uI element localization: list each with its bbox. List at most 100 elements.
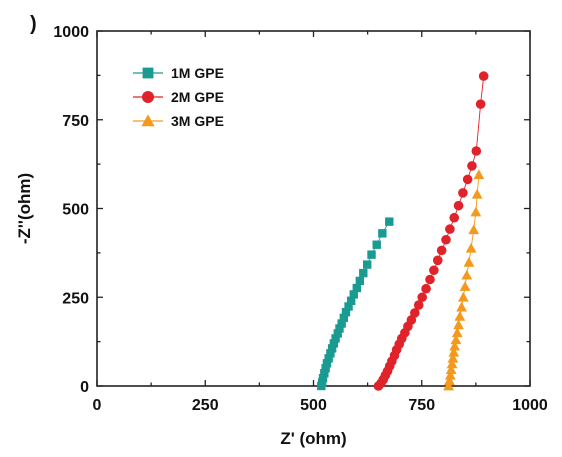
data-point: [459, 281, 471, 291]
data-point: [471, 146, 482, 156]
y-axis-label: -Z''(ohm): [15, 173, 34, 244]
data-point: [456, 301, 467, 312]
data-point: [436, 245, 447, 256]
legend: 1M GPE 2M GPE 3M GPE: [133, 65, 224, 129]
data-point: [465, 242, 477, 253]
data-point: [461, 269, 473, 280]
data-point: [446, 358, 458, 369]
data-point: [454, 311, 466, 321]
axis-ticks: [96, 30, 531, 387]
data-point: [468, 224, 480, 235]
legend-marker: [141, 114, 155, 127]
x-tick-label: 500: [300, 397, 327, 414]
data-point: [346, 296, 356, 305]
data-point: [451, 327, 463, 338]
legend-entry: 1M GPE: [133, 65, 224, 81]
data-point: [448, 346, 460, 357]
data-point: [458, 188, 468, 198]
data-point: [326, 349, 335, 358]
data-point: [327, 344, 337, 353]
plot-area-frame: [96, 30, 531, 387]
data-point: [341, 307, 351, 317]
data-point: [453, 200, 464, 211]
data-point: [335, 324, 344, 333]
data-point: [445, 364, 457, 374]
data-point: [352, 283, 361, 293]
data-point: [473, 169, 485, 180]
data-point: [425, 274, 435, 285]
data-point: [321, 364, 330, 373]
legend-entry: 2M GPE: [133, 89, 224, 105]
data-point: [410, 308, 420, 318]
data-point: [317, 378, 327, 387]
y-tick-label: 500: [62, 202, 89, 219]
data-point: [318, 373, 328, 383]
x-axis-tick-labels: 0 250 500 750 1000: [93, 397, 548, 414]
data-point: [344, 302, 353, 311]
data-point: [432, 255, 443, 266]
data-point: [349, 290, 358, 299]
data-point: [417, 292, 427, 303]
data-point: [457, 291, 469, 302]
data-point: [367, 250, 376, 259]
data-point: [333, 329, 342, 338]
x-tick-label: 750: [408, 397, 435, 414]
y-tick-label: 250: [62, 290, 89, 307]
data-point: [450, 334, 462, 345]
data-point: [449, 212, 460, 223]
series-square: [317, 217, 394, 391]
series-circle: [373, 71, 489, 391]
data-point: [463, 257, 475, 267]
data-point: [329, 339, 339, 348]
y-tick-label: 0: [80, 379, 89, 396]
data-point: [406, 315, 417, 325]
data-point: [453, 319, 464, 330]
data-point: [339, 313, 349, 323]
data-point: [421, 283, 431, 294]
data-point: [467, 161, 477, 171]
data-point: [478, 71, 489, 81]
y-tick-label: 1000: [53, 24, 89, 41]
data-point: [378, 229, 387, 238]
data-point: [470, 206, 482, 217]
data-point: [471, 188, 483, 199]
data-point: [413, 300, 424, 310]
data-point: [444, 369, 456, 380]
x-tick-label: 250: [192, 397, 219, 414]
x-tick-label: 0: [93, 397, 102, 414]
data-point: [444, 375, 455, 385]
legend-label: 3M GPE: [171, 113, 224, 129]
legend-label: 2M GPE: [171, 89, 224, 105]
data-point: [385, 217, 394, 226]
data-point: [441, 234, 451, 245]
data-point: [362, 260, 372, 269]
data-point: [320, 369, 329, 378]
data-point: [429, 265, 439, 276]
data-point: [445, 224, 455, 234]
data-point: [449, 340, 461, 351]
data-point: [372, 240, 381, 249]
data-point: [322, 359, 332, 368]
legend-label: 1M GPE: [171, 65, 224, 81]
data-point: [331, 334, 340, 343]
data-point: [324, 354, 333, 363]
y-tick-label: 750: [62, 113, 89, 130]
data-point: [359, 268, 368, 278]
x-axis-label: Z' (ohm): [280, 429, 346, 448]
series-line: [378, 76, 485, 387]
y-axis-tick-labels: 0 250 500 750 1000: [53, 24, 89, 396]
legend-entry: 3M GPE: [133, 113, 224, 129]
data-point: [355, 276, 365, 286]
series-layer: [317, 71, 489, 391]
legend-marker: [142, 91, 154, 103]
data-point: [462, 174, 473, 185]
series-triangle: [443, 169, 485, 391]
legend-marker: [142, 67, 154, 79]
x-tick-label: 1000: [512, 397, 548, 414]
data-point: [337, 319, 346, 328]
panel-label: ): [30, 13, 37, 35]
data-point: [443, 380, 454, 391]
data-point: [447, 352, 459, 363]
data-point: [475, 99, 486, 109]
